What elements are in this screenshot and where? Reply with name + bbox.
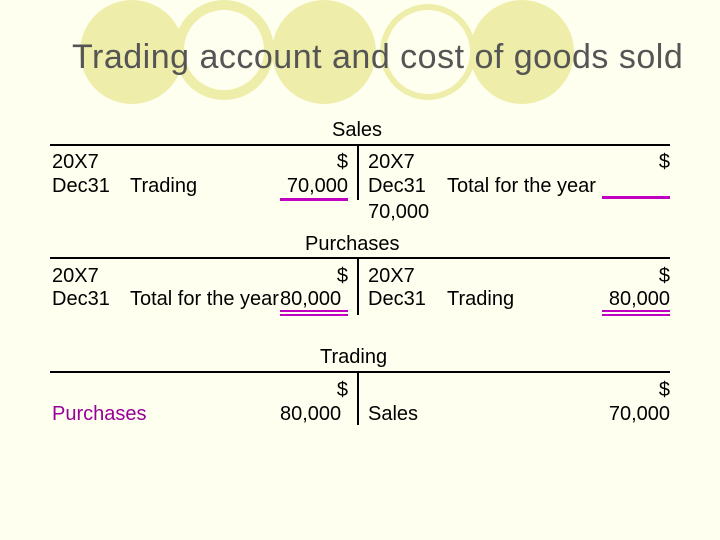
trading-debit-amount: 80,000 <box>280 403 342 425</box>
sales-credit-year: 20X7 <box>368 151 415 173</box>
purchases-debit-amount: 80,000 <box>280 288 342 310</box>
decor-circle-3 <box>272 0 376 104</box>
sales-debit-amount: 70,000 <box>286 175 348 197</box>
purchases-debit-date: Dec31 <box>52 288 110 310</box>
purchases-credit-year: 20X7 <box>368 265 415 287</box>
sales-debit-currency: $ <box>336 151 348 173</box>
sales-credit-desc: Total for the year <box>447 175 596 197</box>
sales-credit-underline <box>602 196 670 199</box>
purchases-debit-underline-2 <box>280 314 348 316</box>
sales-credit-amount: 70,000 <box>368 201 430 223</box>
purchases-top-rule <box>50 257 670 259</box>
trading-debit-desc: Purchases <box>52 403 147 425</box>
purchases-credit-desc: Trading <box>447 288 515 310</box>
trading-divider <box>357 371 359 425</box>
sales-heading: Sales <box>332 119 383 141</box>
purchases-debit-year: 20X7 <box>52 265 99 287</box>
sales-debit-desc: Trading <box>130 175 198 197</box>
purchases-debit-underline-1 <box>280 310 348 312</box>
sales-debit-underline <box>280 198 348 201</box>
trading-credit-amount: 70,000 <box>608 403 670 425</box>
decor-circle-1 <box>80 0 184 104</box>
purchases-credit-amount: 80,000 <box>608 288 670 310</box>
decor-circle-5 <box>470 0 574 104</box>
sales-credit-currency: $ <box>658 151 670 173</box>
sales-debit-date: Dec31 <box>52 175 110 197</box>
page-title: Trading account and cost of goods sold <box>72 38 684 76</box>
purchases-debit-desc: Total for the year <box>130 288 279 310</box>
sales-top-rule <box>50 144 670 146</box>
purchases-credit-date: Dec31 <box>368 288 426 310</box>
purchases-credit-underline-1 <box>602 310 670 312</box>
trading-debit-currency: $ <box>336 379 348 401</box>
trading-credit-desc: Sales <box>368 403 419 425</box>
sales-credit-date: Dec31 <box>368 175 426 197</box>
sales-divider <box>357 144 359 200</box>
purchases-heading: Purchases <box>305 233 400 255</box>
purchases-divider <box>357 257 359 315</box>
decor-circle-2 <box>174 0 274 100</box>
purchases-credit-underline-2 <box>602 314 670 316</box>
trading-credit-currency: $ <box>658 379 670 401</box>
purchases-debit-currency: $ <box>336 265 348 287</box>
sales-debit-year: 20X7 <box>52 151 99 173</box>
trading-top-rule <box>50 371 670 373</box>
purchases-credit-currency: $ <box>658 265 670 287</box>
trading-heading: Trading <box>320 346 388 368</box>
